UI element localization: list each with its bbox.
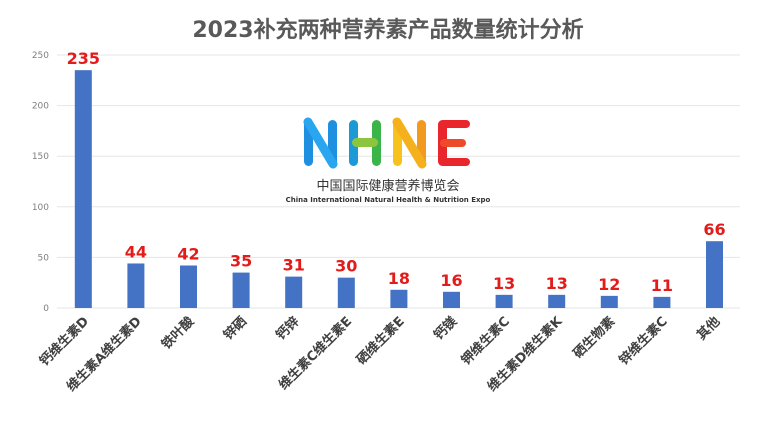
y-axis-ticks: 0 50 100 150 200 250 — [32, 51, 49, 314]
x-tick-label: 钙镁 — [431, 313, 461, 343]
logo-english: China International Natural Health & Nut… — [286, 196, 491, 204]
bar — [180, 265, 197, 308]
chart-title: 2023补充两种营养素产品数量统计分析 — [192, 17, 583, 43]
bar — [127, 263, 145, 308]
y-tick-label: 0 — [43, 304, 49, 314]
x-tick-label: 其他 — [694, 314, 724, 344]
bar — [337, 277, 355, 308]
logo-subtitle: 中国国际健康营养博览会 — [316, 178, 459, 194]
data-label: 11 — [651, 276, 673, 295]
x-tick-label: 硒生物素 — [570, 314, 618, 362]
y-tick-label: 50 — [38, 253, 50, 263]
x-tick-label: 钾维生素C — [458, 314, 513, 369]
y-tick-label: 250 — [32, 51, 49, 61]
y-tick-label: 100 — [32, 203, 49, 213]
y-tick-label: 200 — [32, 102, 49, 112]
nhne-logo-watermark: 中国国际健康营养博览会 China International Natural … — [286, 117, 491, 204]
data-label: 30 — [335, 257, 357, 276]
data-label: 44 — [125, 242, 147, 261]
bars — [74, 70, 723, 309]
gridlines — [57, 54, 740, 309]
data-label: 31 — [283, 256, 305, 275]
x-tick-label: 钙维生素D — [36, 313, 92, 369]
x-tick-label: 钙锌 — [273, 314, 303, 344]
bar — [443, 291, 460, 308]
bar — [285, 276, 303, 308]
data-label: 16 — [440, 271, 462, 290]
data-label: 35 — [230, 252, 252, 271]
data-label: 13 — [546, 274, 568, 293]
data-labels: 235 44 42 35 31 30 18 16 13 13 12 11 66 — [67, 49, 726, 295]
bar — [495, 294, 513, 308]
bar — [390, 289, 408, 308]
bar — [232, 272, 250, 308]
nhne-logo-letters — [303, 117, 470, 169]
x-tick-label: 锌维生素C — [616, 314, 671, 369]
x-tick-label: 硒维生素E — [353, 314, 407, 368]
data-label: 42 — [177, 244, 199, 263]
bar — [548, 294, 566, 308]
bar — [653, 296, 671, 308]
y-tick-label: 150 — [32, 152, 49, 162]
data-label: 18 — [388, 269, 410, 288]
data-label: 12 — [598, 275, 620, 294]
data-label: 13 — [493, 274, 515, 293]
bar — [600, 295, 618, 308]
data-label: 235 — [67, 49, 100, 68]
data-label: 66 — [703, 220, 725, 239]
bar — [706, 241, 723, 308]
x-tick-label: 铁叶酸 — [158, 313, 198, 353]
x-tick-label: 锌硒 — [220, 314, 250, 344]
bar — [74, 70, 92, 309]
